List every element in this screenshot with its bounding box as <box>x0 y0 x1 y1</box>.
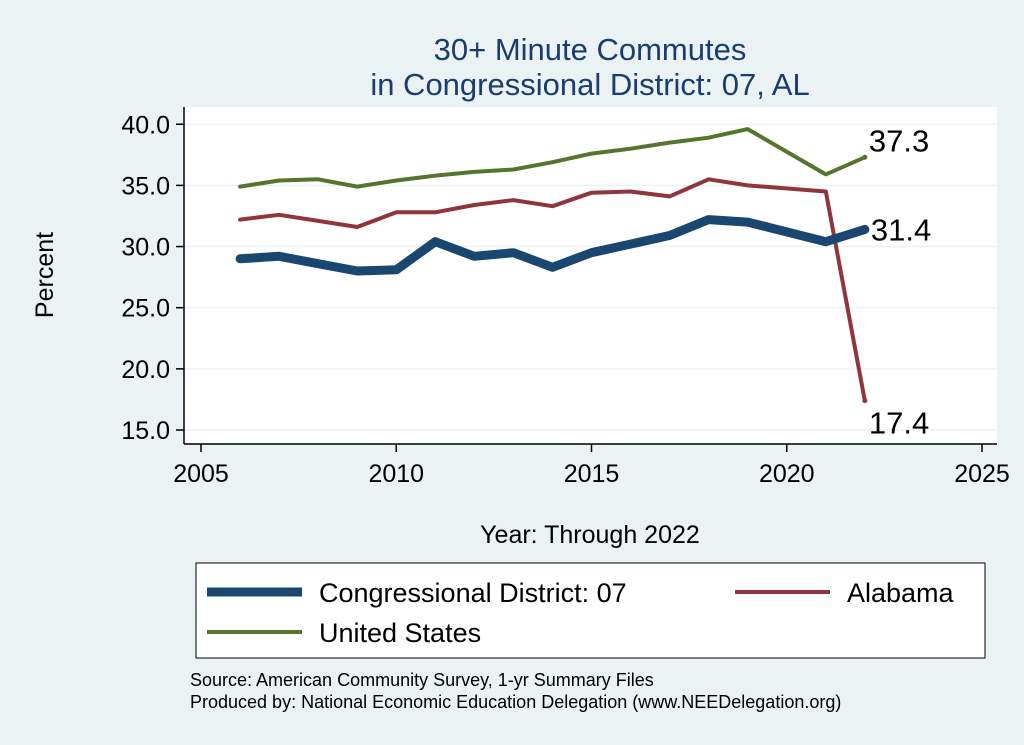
gridlines <box>184 123 997 431</box>
x-tick-label: 2010 <box>368 460 424 488</box>
series-line-alabama <box>238 177 867 403</box>
y-ticks: 15.0 20.0 25.0 30.0 35.0 40.0 <box>121 111 184 445</box>
legend-label-alabama: Alabama <box>847 578 955 608</box>
end-label-alabama: 17.4 <box>869 406 929 441</box>
series-endpoint-district <box>862 226 868 232</box>
legend-item-united-states: United States <box>207 618 481 648</box>
chart-subtitle: in Congressional District: 07, AL <box>370 67 809 102</box>
y-tick-label: 20.0 <box>121 356 170 384</box>
legend-item-district: Congressional District: 07 <box>207 578 627 608</box>
series-endpoint-alabama <box>862 398 868 404</box>
chart-title: 30+ Minute Commutes <box>434 32 747 67</box>
x-ticks: 2005 2010 2015 2020 2025 <box>173 444 1010 488</box>
legend-box <box>195 562 986 659</box>
series-line-united-states <box>238 127 867 189</box>
x-axis-label: Year: Through 2022 <box>480 521 700 549</box>
y-tick-label: 15.0 <box>121 417 170 445</box>
x-tick-label: 2005 <box>173 460 229 488</box>
y-tick-label: 30.0 <box>121 234 170 262</box>
series-endpoint-united-states <box>862 154 868 160</box>
end-label-united-states: 37.3 <box>869 123 929 158</box>
x-tick-label: 2025 <box>954 460 1010 488</box>
y-tick-label: 35.0 <box>121 172 170 200</box>
series-lines <box>235 127 870 404</box>
axes <box>183 107 997 445</box>
source-note: Source: American Community Survey, 1-yr … <box>190 670 654 690</box>
x-tick-label: 2015 <box>564 460 620 488</box>
end-label-district: 31.4 <box>871 212 931 247</box>
legend-label-united-states: United States <box>319 618 481 648</box>
series-line-district <box>235 215 870 276</box>
legend-item-alabama: Alabama <box>735 578 955 608</box>
end-labels: 31.4 17.4 37.3 <box>869 123 931 440</box>
legend-label-district: Congressional District: 07 <box>319 578 627 608</box>
x-tick-label: 2020 <box>759 460 815 488</box>
y-tick-label: 25.0 <box>121 295 170 323</box>
producer-note: Produced by: National Economic Education… <box>190 692 841 712</box>
y-tick-label: 40.0 <box>121 111 170 139</box>
y-axis-label: Percent <box>31 232 59 318</box>
